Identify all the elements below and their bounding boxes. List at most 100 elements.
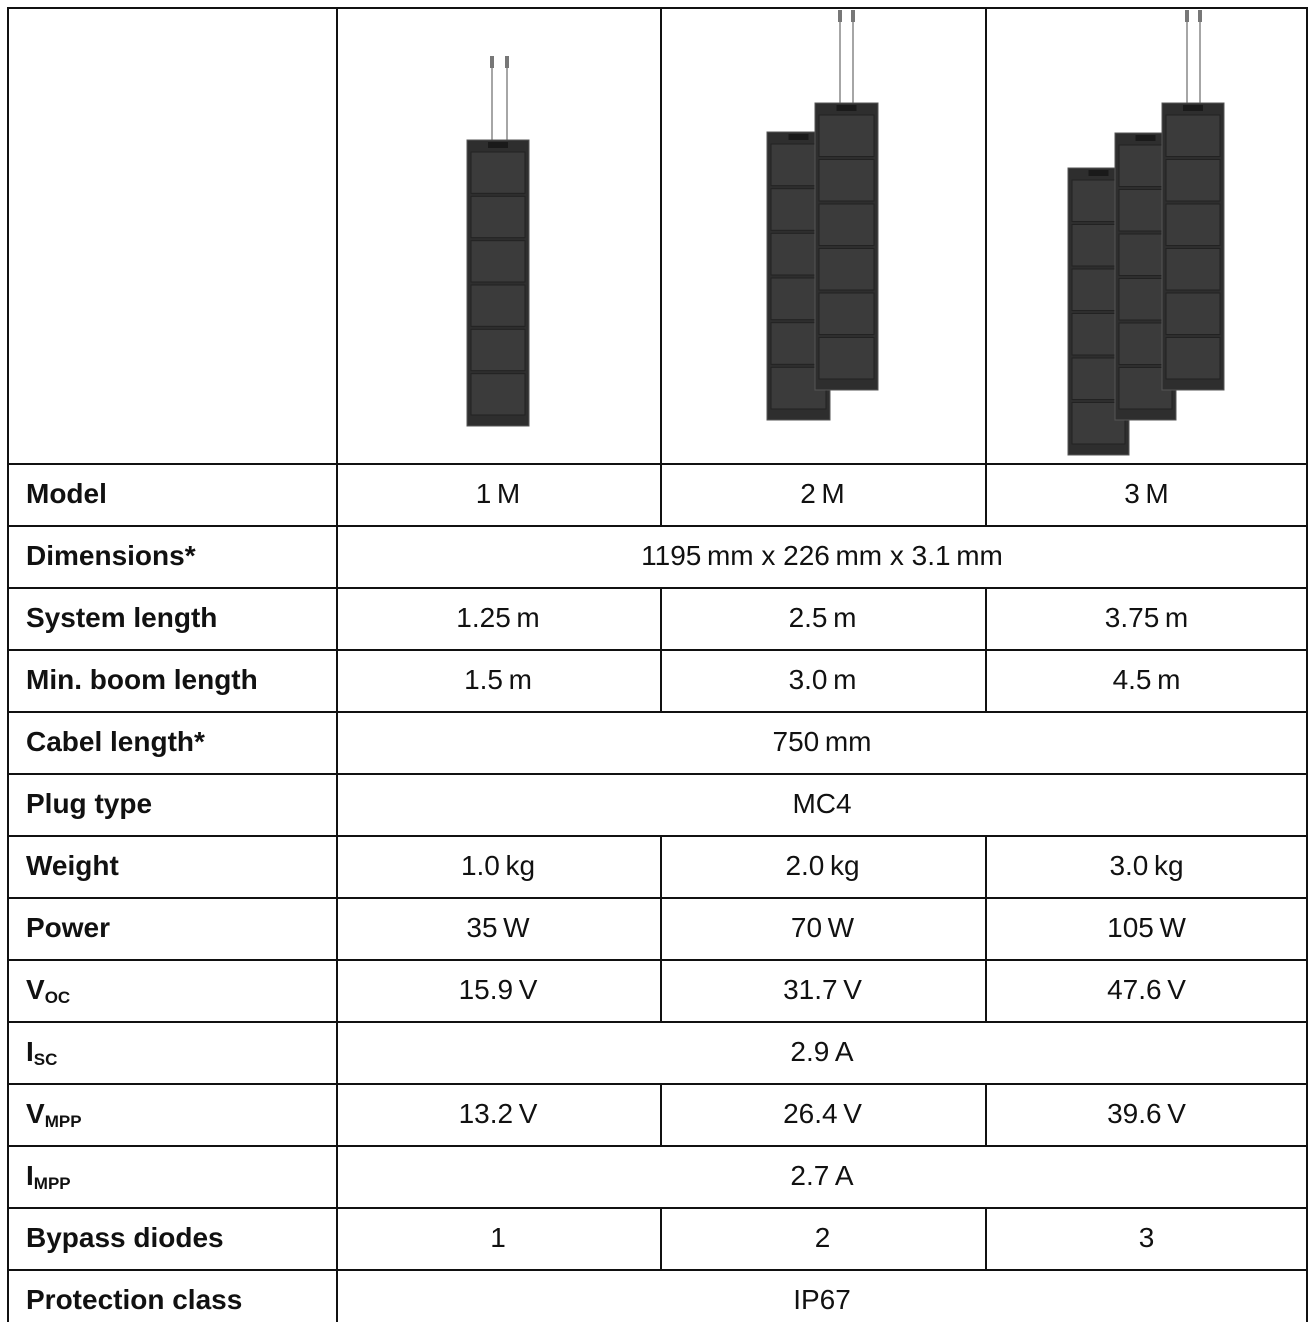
- border: [985, 7, 987, 463]
- label-sub: MPP: [33, 1174, 71, 1193]
- panel-art: [470, 195, 526, 239]
- cell-value: 3.75 m: [1104, 602, 1189, 633]
- border: [985, 649, 987, 711]
- panel-art: [851, 10, 855, 22]
- panel-art: [470, 151, 526, 194]
- cell-value: 70 W: [790, 912, 855, 943]
- cell-value: 3: [1138, 1222, 1155, 1253]
- border: [985, 959, 987, 1021]
- row-label: V OC: [8, 959, 336, 1021]
- panel-art: [818, 292, 875, 335]
- label-main: V: [26, 974, 45, 1005]
- border: [8, 7, 1308, 9]
- border: [660, 1083, 662, 1145]
- panel-art: [836, 105, 857, 111]
- cell-value: 4.5 m: [1112, 664, 1181, 695]
- border: [7, 7, 9, 1322]
- border: [985, 587, 987, 649]
- border: [8, 1207, 1308, 1209]
- panel-art: [1165, 337, 1221, 380]
- panel-art: [1165, 203, 1221, 246]
- cell-value: 1 M: [475, 478, 521, 509]
- border: [8, 463, 1308, 465]
- label-main: V: [26, 1098, 45, 1129]
- label-sub: MPP: [44, 1112, 82, 1131]
- cell-value: 105 W: [1107, 912, 1186, 943]
- border: [8, 959, 1308, 961]
- cell-value: 3.0 m: [788, 664, 857, 695]
- border: [660, 959, 662, 1021]
- cell-value: 3 M: [1124, 478, 1169, 509]
- border: [8, 1145, 1308, 1147]
- row-label: I SC: [8, 1021, 336, 1083]
- cell-value: 2.0 kg: [785, 850, 860, 881]
- row-label: Plug type: [26, 788, 153, 819]
- cell-value: 750 mm: [772, 726, 872, 757]
- border: [660, 835, 662, 897]
- label-sub: OC: [44, 988, 71, 1007]
- cell-value: 1: [490, 1222, 506, 1253]
- border: [8, 773, 1308, 775]
- border: [985, 897, 987, 959]
- border: [660, 1207, 662, 1269]
- cell-value: 2.9 A: [790, 1036, 854, 1067]
- panel-art: [788, 134, 809, 140]
- panel-art: [490, 56, 494, 68]
- panel-art: [818, 203, 875, 246]
- panel-art: [1135, 135, 1156, 141]
- cell-value: MC4: [792, 788, 852, 819]
- panel-art: [1165, 159, 1221, 202]
- cell-value: 1.5 m: [464, 664, 532, 695]
- border: [8, 1269, 1308, 1271]
- row-label: Dimensions*: [26, 540, 196, 571]
- panel-art: [470, 240, 526, 283]
- panel-art: [1088, 170, 1109, 176]
- panel-art: [818, 337, 875, 380]
- row-label: Min. boom length: [26, 664, 258, 695]
- border: [660, 897, 662, 959]
- panel-art: [1165, 248, 1221, 291]
- cell-value: 35 W: [466, 912, 530, 943]
- cell-value: 26.4 V: [783, 1098, 862, 1129]
- row-label: Cabel length*: [26, 726, 205, 757]
- cell-value: 31.7 V: [783, 974, 862, 1005]
- panel-art: [818, 159, 875, 202]
- panel-art: [470, 328, 526, 372]
- row-label: System length: [26, 602, 218, 633]
- border: [1306, 7, 1308, 1322]
- cell-value: 2.7 A: [790, 1160, 854, 1191]
- cell-value: 2: [814, 1222, 831, 1253]
- cell-value: 2 M: [800, 478, 845, 509]
- border: [8, 587, 1308, 589]
- border: [660, 463, 662, 525]
- border: [985, 1083, 987, 1145]
- panel-art: [1198, 10, 1202, 22]
- cell-value: 3.0 kg: [1109, 850, 1184, 881]
- cell-value: 47.6 V: [1107, 974, 1186, 1005]
- cell-value: 1.25 m: [456, 602, 540, 633]
- row-label: Protection class: [26, 1284, 243, 1315]
- panel-art: [1185, 10, 1189, 22]
- border: [660, 7, 662, 463]
- panel-art: [505, 56, 509, 68]
- row-label: Model: [26, 478, 107, 509]
- cell-value: 39.6 V: [1107, 1098, 1186, 1129]
- cell-value: IP67: [793, 1284, 851, 1315]
- cell-value: 13.2 V: [458, 1098, 538, 1129]
- border: [336, 7, 338, 1322]
- panel-art: [838, 10, 842, 22]
- border: [8, 649, 1308, 651]
- cell-value: 1.0 kg: [460, 850, 536, 881]
- row-label: Weight: [26, 850, 119, 881]
- label-main: I: [26, 1036, 34, 1067]
- cell-value: 1195 mm x 226 mm x 3.1 mm: [641, 540, 1003, 571]
- label-sub: SC: [33, 1050, 58, 1069]
- panel-art: [818, 248, 875, 291]
- cell-value: 15.9 V: [458, 974, 538, 1005]
- row-label: V MPP: [8, 1083, 336, 1145]
- panel-art: [818, 114, 875, 157]
- border: [8, 1083, 1308, 1085]
- border: [985, 835, 987, 897]
- border: [985, 463, 987, 525]
